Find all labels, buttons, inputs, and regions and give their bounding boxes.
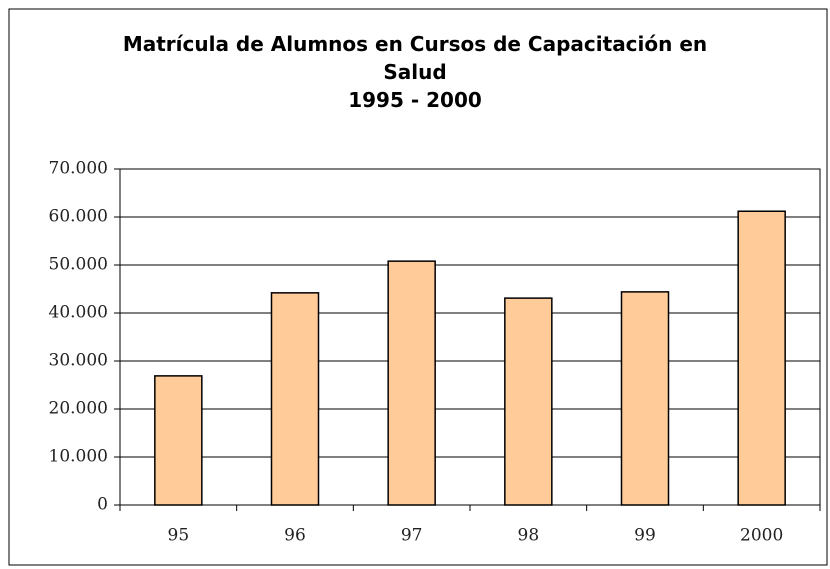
chart-title: Matrícula de Alumnos en Cursos de Capaci… bbox=[122, 32, 708, 84]
x-tick-label: 98 bbox=[518, 526, 540, 546]
bar bbox=[504, 297, 553, 506]
bar bbox=[737, 210, 786, 506]
y-tick-label: 50.000 bbox=[49, 255, 108, 275]
x-tick-label: 96 bbox=[284, 526, 306, 546]
y-tick-label: 40.000 bbox=[49, 303, 108, 323]
bar bbox=[270, 292, 320, 506]
y-tick-label: 10.000 bbox=[49, 447, 108, 467]
bar bbox=[387, 260, 436, 506]
y-tick-label: 0 bbox=[97, 495, 108, 515]
y-tick-label: 60.000 bbox=[49, 207, 108, 227]
x-tick-label: 97 bbox=[401, 526, 423, 546]
y-tick-label: 30.000 bbox=[49, 351, 108, 371]
titles: Matrícula de Alumnos en Cursos de Capaci… bbox=[95, 30, 735, 114]
plot-area bbox=[119, 168, 821, 506]
x-tick-label: 99 bbox=[634, 526, 656, 546]
bar bbox=[154, 375, 203, 506]
bar bbox=[620, 291, 670, 506]
y-tick-label: 70.000 bbox=[49, 159, 108, 179]
chart-border bbox=[8, 8, 828, 566]
x-tick-label: 2000 bbox=[740, 526, 783, 546]
y-tick-label: 20.000 bbox=[49, 399, 108, 419]
x-tick-label: 95 bbox=[168, 526, 190, 546]
chart-subtitle: 1995 - 2000 bbox=[348, 88, 482, 112]
